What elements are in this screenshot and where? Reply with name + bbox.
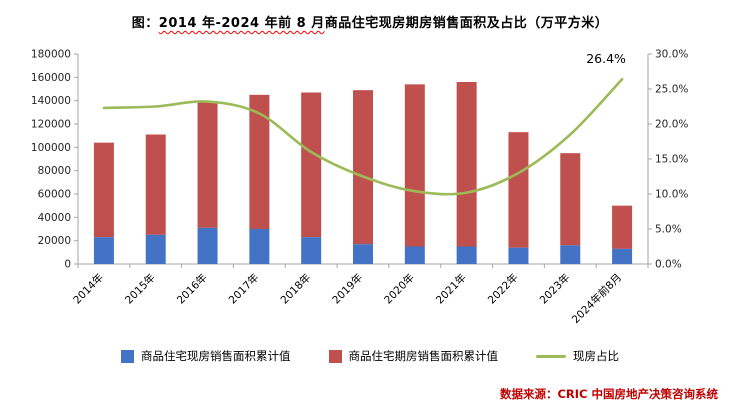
svg-text:2018年: 2018年 <box>278 271 314 307</box>
svg-text:10.0%: 10.0% <box>655 189 688 201</box>
svg-text:60000: 60000 <box>38 189 71 201</box>
svg-text:25.0%: 25.0% <box>655 84 688 96</box>
svg-text:2015年: 2015年 <box>122 271 158 307</box>
svg-text:2021年: 2021年 <box>433 271 469 307</box>
svg-text:2020年: 2020年 <box>381 271 417 307</box>
legend-swatch-green-line <box>536 354 566 358</box>
chart-canvas: 0 20000 40000 60000 80000 100000 120000 140000 1… <box>31 49 688 327</box>
chart-title-rest: 商品住宅现房期房销售面积及占比（万平方米） <box>324 16 609 31</box>
chart-legend: 商品住宅现房销售面积累计值 商品住宅期房销售面积累计值 现房占比 <box>0 348 740 364</box>
svg-text:0.0%: 0.0% <box>655 259 682 271</box>
svg-text:20000: 20000 <box>38 235 71 247</box>
chart-title: 图：2014 年-2024 年前 8 月商品住宅现房期房销售面积及占比（万平方米… <box>0 0 740 31</box>
svg-text:40000: 40000 <box>38 212 71 224</box>
svg-text:80000: 80000 <box>38 165 71 177</box>
chart-area: 0 20000 40000 60000 80000 100000 120000 140000 1… <box>0 36 740 338</box>
svg-text:2023年: 2023年 <box>537 271 573 307</box>
svg-text:2017年: 2017年 <box>226 271 262 307</box>
svg-text:30.0%: 30.0% <box>655 49 688 61</box>
svg-text:15.0%: 15.0% <box>655 154 688 166</box>
legend-label-ratio: 现房占比 <box>573 349 619 363</box>
svg-text:0: 0 <box>64 259 71 271</box>
chart-title-daterange: 2014 年-2024 年前 8 月 <box>158 16 325 31</box>
legend-swatch-red <box>328 349 342 363</box>
legend-item-xianfang: 商品住宅现房销售面积累计值 <box>121 348 291 364</box>
svg-text:2014年: 2014年 <box>71 271 107 307</box>
svg-text:5.0%: 5.0% <box>655 224 682 236</box>
svg-text:180000: 180000 <box>31 49 71 61</box>
svg-text:160000: 160000 <box>31 72 71 84</box>
legend-item-qifang: 商品住宅期房销售面积累计值 <box>328 348 499 364</box>
svg-text:2024年前8月: 2024年前8月 <box>569 271 624 326</box>
svg-text:2019年: 2019年 <box>330 271 366 307</box>
svg-text:2016年: 2016年 <box>174 271 210 307</box>
chart-title-prefix: 图： <box>131 16 159 31</box>
svg-text:120000: 120000 <box>31 119 71 131</box>
svg-text:2022年: 2022年 <box>485 271 521 307</box>
legend-label-xianfang: 商品住宅现房销售面积累计值 <box>141 349 291 363</box>
legend-swatch-blue <box>121 349 134 363</box>
svg-text:20.0%: 20.0% <box>655 119 688 131</box>
legend-label-qifang: 商品住宅期房销售面积累计值 <box>348 349 499 363</box>
svg-text:26.4%: 26.4% <box>586 51 626 66</box>
data-source-note: 数据来源：CRIC 中国房地产决策咨询系统 <box>499 387 718 401</box>
svg-text:100000: 100000 <box>31 142 71 154</box>
svg-text:140000: 140000 <box>31 95 71 107</box>
legend-item-ratio: 现房占比 <box>536 348 619 364</box>
